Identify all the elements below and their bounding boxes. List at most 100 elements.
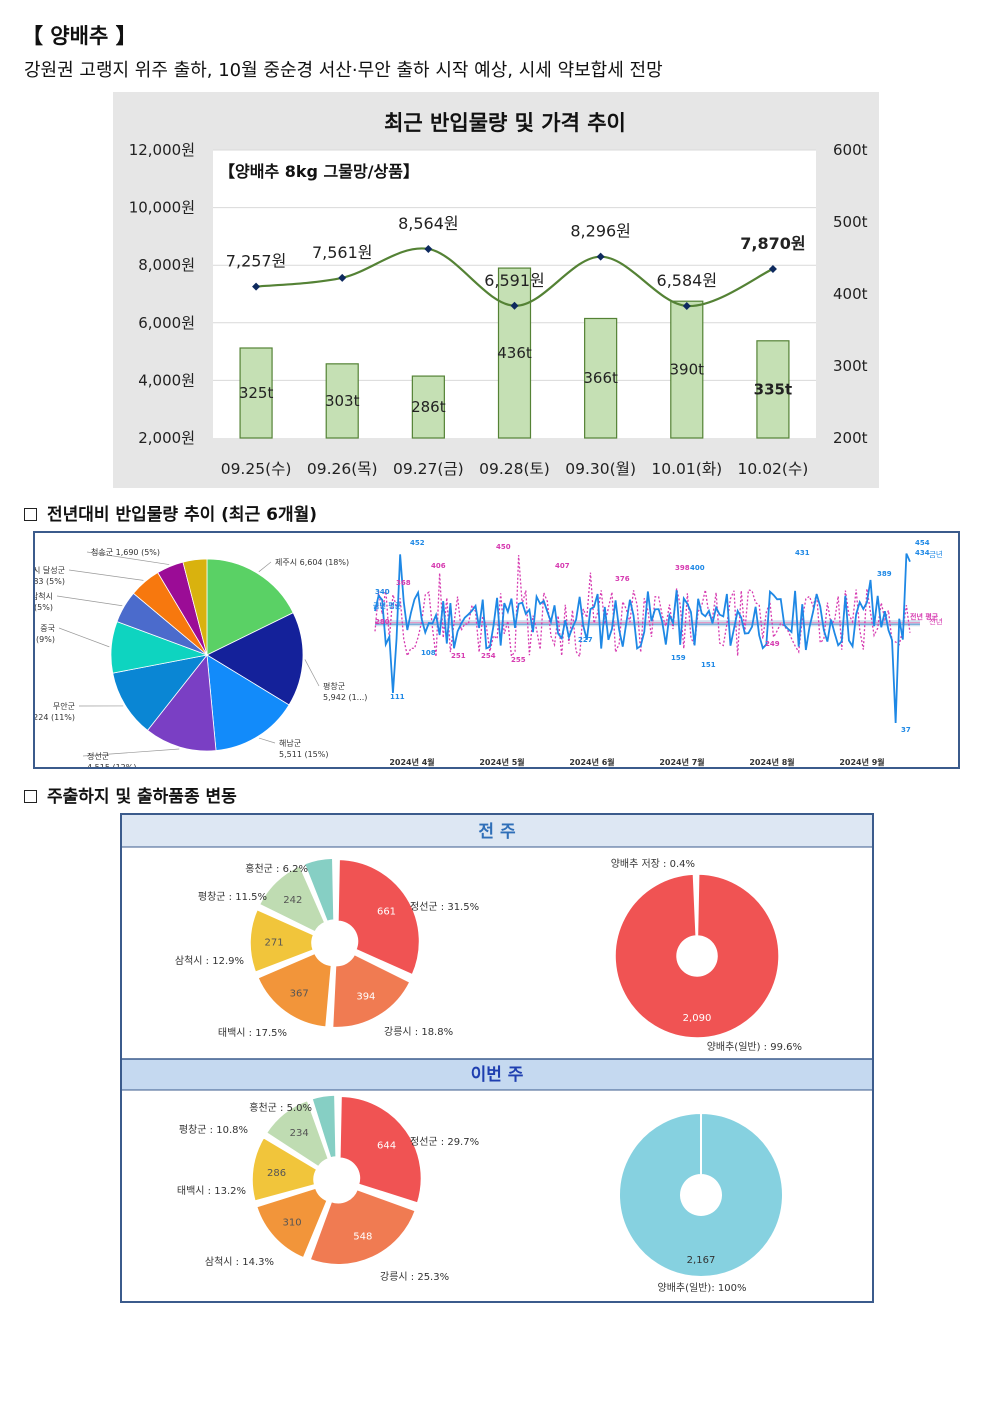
donut-value-label: 394	[356, 992, 375, 1003]
leader-line	[258, 561, 272, 573]
pie-label: 무안군	[53, 701, 75, 711]
pie-label: 5,942 (1...)	[323, 693, 367, 702]
leader-line	[58, 627, 110, 648]
line-annotation: 368	[396, 579, 411, 587]
donut-slice	[309, 1188, 417, 1266]
donut-slice	[337, 858, 421, 976]
donut-value-label: 2,167	[687, 1255, 716, 1266]
x-tick-label: 2024년 7월	[659, 757, 704, 767]
line-annotation: 450	[496, 543, 511, 551]
legend-prev: 전년	[929, 616, 943, 626]
line-annotation: 전년 평균	[910, 612, 939, 621]
line-annotation: 280	[375, 618, 390, 626]
leader-line	[68, 569, 144, 581]
y-left-tick-label: 8,000원	[138, 256, 195, 274]
donut-slice	[614, 873, 780, 1039]
legend-cur: 금년	[929, 549, 943, 559]
price-label: 6,591원	[484, 271, 545, 290]
volume-bar	[411, 375, 445, 439]
y-right-tick-label: 400t	[833, 285, 868, 303]
x-tick-label: 2024년 5월	[479, 757, 524, 767]
line-annotation: 431	[795, 549, 810, 557]
cur-year-line	[374, 553, 911, 724]
donut-slice	[265, 1099, 330, 1168]
donut-category-label: 태백시 : 13.2%	[177, 1185, 246, 1197]
price-label: 7,257원	[226, 252, 287, 271]
pie-slice	[206, 558, 294, 656]
line-annotation: 406	[431, 562, 446, 570]
price-point	[252, 282, 261, 291]
volume-bar	[756, 340, 790, 439]
volume-label: 286t	[411, 398, 446, 416]
price-label: 7,870원	[740, 234, 805, 253]
price-label: 8,564원	[398, 214, 459, 233]
pie-label: 4,224 (11%)	[35, 713, 75, 722]
leader-line	[304, 659, 320, 687]
pie-label: 3,232 (9%)	[35, 635, 55, 644]
price-label: 7,561원	[312, 243, 373, 262]
pie-slice	[206, 654, 290, 752]
donut-slice	[251, 1136, 318, 1203]
donut-slice	[331, 953, 411, 1029]
pie-label: 삼척시	[35, 591, 53, 601]
y-right-tick-label: 600t	[833, 141, 868, 159]
y-left-tick-label: 6,000원	[138, 314, 195, 332]
volume-bar	[325, 363, 359, 439]
section-origin-change: 주출하지 및 출하품종 변동	[24, 782, 237, 807]
donut-category-label: 태백시 : 17.5%	[218, 1027, 287, 1039]
x-tick-label: 09.27(금)	[393, 460, 464, 478]
y-right-tick-label: 200t	[833, 429, 868, 447]
donut-slice	[255, 1187, 329, 1259]
line-annotation: 159	[671, 654, 686, 662]
donut-value-label: 310	[283, 1217, 302, 1228]
page-title: 【 양배추 】	[22, 24, 137, 48]
volume-bar	[670, 300, 704, 439]
donut-category-label: 삼척시 : 12.9%	[175, 955, 244, 967]
origin-variety-panel: 전 주 이번 주 661 394 367 271 242 정선군 : 31.5% 강릉시 :…	[120, 813, 874, 1303]
y-left-tick-label: 12,000원	[129, 141, 195, 159]
price-point	[596, 252, 605, 261]
y-right-tick-label: 500t	[833, 213, 868, 231]
donut-category-label: 양배추(일반): 100%	[658, 1282, 747, 1294]
donut-value-label: 286	[267, 1168, 286, 1179]
volume-label: 366t	[583, 369, 618, 387]
x-tick-label: 2024년 6월	[569, 757, 614, 767]
volume-price-chart-svg: 최근 반입물량 및 가격 추이 【양배추 8kg 그물망/상품】 2,000원 4…	[129, 111, 868, 478]
chart-title: 최근 반입물량 및 가격 추이	[384, 111, 626, 135]
donut-value-label: 271	[264, 937, 283, 948]
pie-label: 4,515 (12%)	[87, 763, 136, 767]
x-tick-label: 09.28(토)	[479, 460, 550, 478]
volume-label: 325t	[239, 384, 274, 402]
x-tick-label: 09.30(월)	[565, 460, 636, 478]
line-annotation: 398	[675, 564, 690, 572]
prev-week-header	[122, 815, 872, 847]
x-tick-label: 10.02(수)	[738, 460, 809, 478]
page-subtitle: 강원권 고랭지 위주 출하, 10월 중순경 서산·무안 출하 시작 예상, 시…	[24, 60, 663, 81]
leader-line	[82, 748, 180, 757]
line-annotation: 400	[690, 564, 705, 572]
donut-category-label: 삼척시 : 14.3%	[205, 1256, 274, 1268]
donut-slice	[249, 908, 315, 974]
x-tick-label: 2024년 8월	[749, 757, 794, 767]
donut-value-label: 548	[353, 1231, 372, 1242]
donut-category-label: 평창군 : 11.5%	[198, 891, 267, 903]
line-annotation: 227	[578, 636, 593, 644]
pie-slice	[112, 654, 208, 731]
x-tick-label: 09.25(수)	[221, 460, 292, 478]
section-yoy-volume: 전년대비 반입물량 추이 (최근 6개월)	[24, 500, 317, 525]
donut-slice	[311, 1094, 337, 1159]
pie-label: 대구시 달성군	[35, 566, 65, 575]
donut-category-label: 정선군 : 29.7%	[410, 1136, 479, 1148]
y-right-tick-label: 300t	[833, 357, 868, 375]
line-annotation: 389	[877, 570, 892, 578]
x-tick-label: 2024년 4월	[389, 757, 434, 767]
pie-label: 2,027 (5%)	[35, 603, 53, 612]
volume-bar	[497, 267, 532, 439]
line-annotation: 407	[555, 562, 570, 570]
volume-label: 436t	[497, 344, 532, 362]
line-annotation: 340	[375, 588, 390, 596]
section-label: 주출하지 및 출하품종 변동	[47, 787, 237, 807]
donut-value-label: 242	[283, 895, 302, 906]
x-tick-label: 10.01(화)	[651, 460, 722, 478]
price-point	[682, 301, 691, 310]
